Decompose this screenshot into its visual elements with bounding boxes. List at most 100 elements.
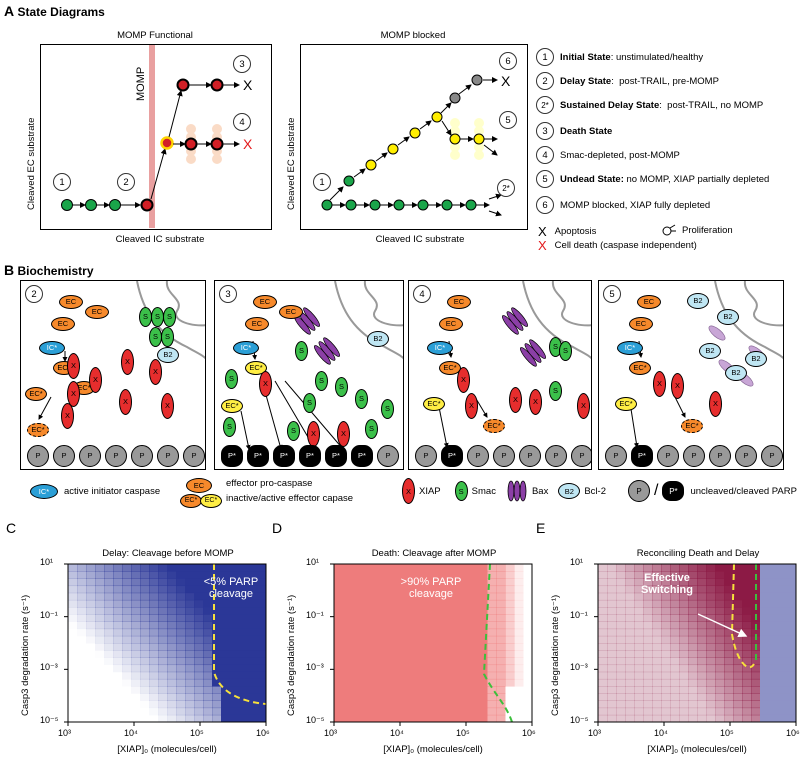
panel-functional-title: MOMP Functional xyxy=(117,30,193,41)
parp-uncleaved: P xyxy=(683,445,705,467)
ic-active: IC* xyxy=(233,341,259,355)
parp-cleaved: P* xyxy=(221,445,243,467)
parp-uncleaved: P xyxy=(183,445,205,467)
heatmap-ylabel: Casp3 degradation rate (s⁻¹) xyxy=(286,594,297,716)
heatmap-xlabel: [XIAP]₀ (molecules/cell) xyxy=(647,744,747,755)
state-name: Undead State: xyxy=(560,173,624,185)
smac: S xyxy=(287,421,300,441)
parp-uncleaved: P xyxy=(657,445,679,467)
state-name: Death State xyxy=(560,125,613,137)
smac: S xyxy=(295,341,308,361)
ec-procaspase: EC xyxy=(439,317,463,331)
bcl2: B2 xyxy=(745,351,767,367)
ec-inactive: EC* xyxy=(681,419,703,433)
heatmap-plot xyxy=(64,563,267,726)
state-desc: Smac-depleted, post-MOMP xyxy=(560,149,680,161)
state-2-badge: 2 xyxy=(117,173,135,191)
state-number-badge: 6 xyxy=(536,196,554,214)
y-tick-label: 10¹ xyxy=(306,557,320,567)
xiap: X xyxy=(529,389,542,415)
state-name: Sustained Delay State xyxy=(560,99,660,111)
parp-cleaved: P* xyxy=(299,445,321,467)
parp-uncleaved: P xyxy=(27,445,49,467)
panel-functional: MOMP 1 2 3 4 X X xyxy=(40,44,272,230)
state-legend-row: 2* Sustained Delay State: post-TRAIL, no … xyxy=(536,96,763,114)
xiap: X xyxy=(149,359,162,385)
y-tick-label: 10⁻³ xyxy=(306,662,324,673)
parp-cleaved-legend-icon: P* xyxy=(662,481,685,501)
xiap: X xyxy=(121,349,134,375)
bio-panel-5: 5 EC EC IC* EC* EC* EC* X X X B2 B2 B2 B2 B2 P P* P P P P P xyxy=(598,280,784,470)
parp-uncleaved: P xyxy=(131,445,153,467)
x-tick-label: 10³ xyxy=(588,728,602,738)
smac: S xyxy=(335,377,348,397)
xiap: X xyxy=(307,421,320,447)
ec-inactive: EC* xyxy=(629,361,651,375)
heatmap-xlabel: [XIAP]₀ (molecules/cell) xyxy=(383,744,483,755)
state-2star-badge: 2* xyxy=(497,179,515,197)
parp-uncleaved: P xyxy=(545,445,567,467)
blocked-state-1-badge: 1 xyxy=(313,173,331,191)
bax-legend-icon xyxy=(507,480,527,502)
x-tick-label: 10⁵ xyxy=(720,728,734,738)
ec-active: EC* xyxy=(615,397,637,411)
heatmap-plot xyxy=(330,563,533,726)
heatmap-annotation: <5% PARP cleavage xyxy=(203,576,259,600)
state-name: Initial State xyxy=(560,51,611,63)
state-4-badge: 4 xyxy=(233,113,251,131)
blocked-apoptosis-mark: X xyxy=(501,73,511,89)
ec-procaspase: EC xyxy=(51,317,75,331)
smac: S xyxy=(225,369,238,389)
smac-legend-icon: S xyxy=(454,481,468,501)
state-legend-row: 3 Death State xyxy=(536,122,612,140)
state-number-badge: 2* xyxy=(536,96,554,114)
x-tick-label: 10³ xyxy=(324,728,338,738)
ec-legend-label1: effector pro-caspase xyxy=(226,478,313,489)
y-tick-label: 10¹ xyxy=(570,557,584,567)
section-b-header: B Biochemistry xyxy=(4,262,94,278)
panel-blocked: 1 5 6 2* X xyxy=(300,44,528,230)
state-desc: : unstimulated/healthy xyxy=(610,51,704,63)
parp-uncleaved: P xyxy=(493,445,515,467)
xiap: X xyxy=(653,371,666,397)
state-6-badge: 6 xyxy=(499,52,517,70)
state-name: Delay State xyxy=(560,75,612,87)
parp-uncleaved: P xyxy=(761,445,783,467)
ec-procaspase: EC xyxy=(279,305,303,319)
blocked-xlabel: Cleaved IC substrate xyxy=(375,234,465,245)
green-chain xyxy=(61,198,154,212)
parp-uncleaved: P xyxy=(377,445,399,467)
heatmap-ylabel: Casp3 degradation rate (s⁻¹) xyxy=(20,594,31,716)
y-tick-label: 10⁻⁵ xyxy=(570,715,589,725)
ec-procaspase: EC xyxy=(245,317,269,331)
state-number-badge: 5 xyxy=(536,170,554,188)
smac: S xyxy=(303,393,316,413)
bio-panel-badge: 5 xyxy=(603,285,621,303)
heatmap-annotation: Effective Switching xyxy=(641,572,693,596)
xiap: X xyxy=(457,367,470,393)
ec-legend-label2: inactive/active effector capase xyxy=(226,493,354,504)
parp-cleaved: P* xyxy=(631,445,653,467)
xiap: X xyxy=(465,393,478,419)
ic-active: IC* xyxy=(617,341,643,355)
parp-uncleaved: P xyxy=(53,445,75,467)
ec-active-icon: EC* xyxy=(200,494,222,508)
y-tick-label: 10⁻¹ xyxy=(306,609,324,620)
ec-procaspase: EC xyxy=(637,295,661,309)
ghost-circles-yellow xyxy=(450,118,484,160)
xiap: X xyxy=(89,367,102,393)
ec-inactive-icon: EC* xyxy=(180,494,202,508)
state-legend-row: 2 Delay State: post-TRAIL, pre-MOMP xyxy=(536,72,719,90)
parp-cleaved: P* xyxy=(273,445,295,467)
parp-uncleaved: P xyxy=(415,445,437,467)
state-desc: : post-TRAIL, pre-MOMP xyxy=(611,75,719,87)
momp-line xyxy=(149,45,155,228)
parp-uncleaved: P xyxy=(709,445,731,467)
parp-uncleaved: P xyxy=(519,445,541,467)
parp-cleaved: P* xyxy=(247,445,269,467)
death-legend: X Cell death (caspase independent) xyxy=(538,238,697,253)
y-tick-label: 10¹ xyxy=(40,557,54,567)
x-tick-label: 10⁴ xyxy=(654,728,668,738)
bio-legend: IC* active initiator caspase EC EC* EC* … xyxy=(30,476,797,510)
state-5-badge: 5 xyxy=(499,111,517,129)
